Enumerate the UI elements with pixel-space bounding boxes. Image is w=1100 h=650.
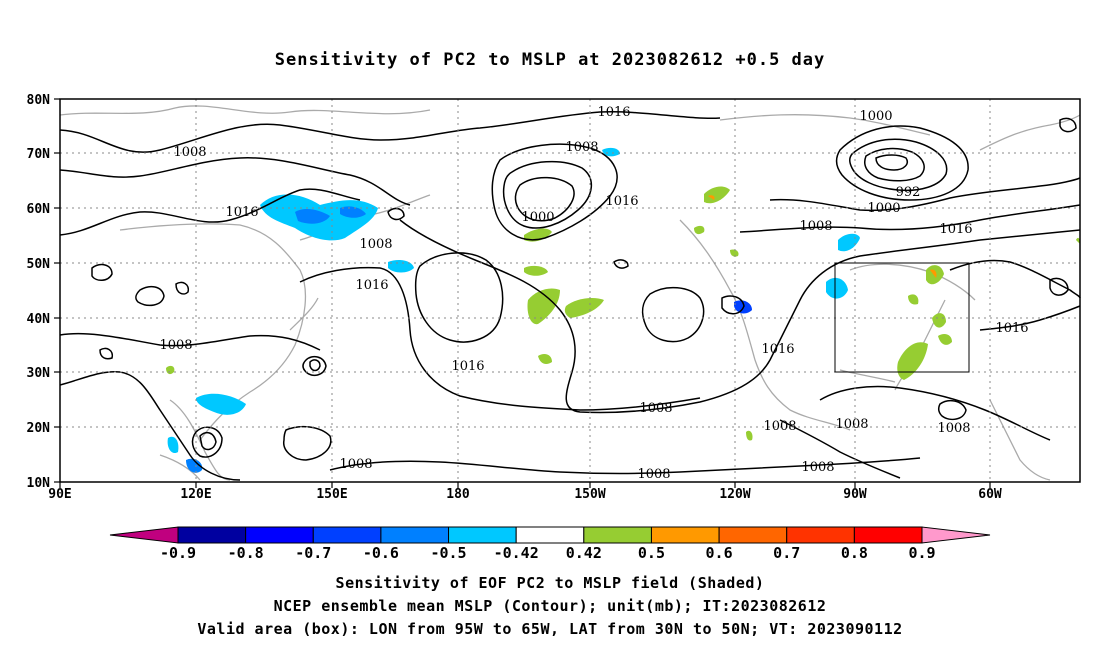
- colorbar-cell: [718, 526, 788, 544]
- chart-title: Sensitivity of PC2 to MSLP at 2023082612…: [274, 50, 826, 70]
- colorbar-tick-label: 0.9: [908, 544, 935, 562]
- caption-valid-area: Valid area (box): LON from 95W to 65W, L…: [197, 620, 903, 638]
- colorbar-low-end: [109, 526, 179, 544]
- contour-label: 1008: [565, 140, 598, 155]
- valid-area-box: [834, 262, 970, 373]
- colorbar-cell: [380, 526, 450, 544]
- lat-label: 20N: [27, 421, 51, 436]
- map-frame: [59, 98, 1081, 483]
- colorbar-cell: [448, 526, 517, 544]
- colorbar-cell: [583, 526, 652, 544]
- lon-label: 90W: [843, 487, 867, 502]
- lon-label: 90E: [48, 487, 71, 502]
- contour-label: 1008: [801, 460, 834, 475]
- shading-negative: [167, 147, 860, 473]
- colorbar-tick-label: 0.8: [841, 544, 868, 562]
- colorbar-tick-label: -0.9: [160, 544, 196, 562]
- lat-label: 80N: [27, 93, 51, 108]
- contour-labels: 1016 1000 1008 1008 1016 1000 992 1000 1…: [159, 105, 1028, 482]
- colorbar-tick-label: -0.6: [363, 544, 399, 562]
- contour-label: 1016: [995, 321, 1028, 336]
- contour-label: 1008: [835, 417, 868, 432]
- colorbar-tick-label: 0.7: [773, 544, 800, 562]
- mslp-contours: [59, 110, 1081, 481]
- colorbar-tick-label: -0.42: [494, 544, 539, 562]
- colorbar-tick-label: -0.8: [228, 544, 264, 562]
- contour-label: 1008: [637, 467, 670, 482]
- contour-label: 1016: [597, 105, 630, 120]
- lon-label: 120W: [719, 487, 750, 502]
- contour-label: 1008: [799, 219, 832, 234]
- contour-label: 1000: [521, 210, 554, 225]
- colorbar-tick-label: -0.5: [430, 544, 466, 562]
- contour-label: 1016: [451, 359, 484, 374]
- contour-label: 1008: [937, 421, 970, 436]
- lat-label: 70N: [27, 147, 51, 162]
- contour-label: 1016: [225, 205, 258, 220]
- contour-label: 1008: [159, 338, 192, 353]
- lon-label: 120E: [180, 487, 211, 502]
- contour-label: 1008: [763, 419, 796, 434]
- lat-label: 30N: [27, 366, 51, 381]
- lon-label: 150E: [316, 487, 347, 502]
- lon-label: 150W: [574, 487, 605, 502]
- contour-label: 1008: [639, 401, 672, 416]
- shading-positive: [166, 186, 1080, 441]
- colorbar-tick-label: 0.6: [706, 544, 733, 562]
- contour-label: 1016: [761, 342, 794, 357]
- lat-label: 50N: [27, 257, 51, 272]
- colorbar-tick-label: 0.5: [638, 544, 665, 562]
- colorbar-cell: [515, 526, 585, 544]
- lat-label: 10N: [27, 476, 51, 491]
- contour-label: 1000: [867, 201, 900, 216]
- contour-label: 992: [896, 185, 921, 200]
- contour-label: 1008: [173, 145, 206, 160]
- contour-label: 1016: [605, 194, 638, 209]
- lon-label: 180: [446, 487, 470, 502]
- lat-label: 40N: [27, 312, 51, 327]
- colorbar-cell: [853, 526, 923, 544]
- colorbar-tick-label: -0.7: [295, 544, 331, 562]
- contour-label: 1000: [859, 109, 892, 124]
- contour-label: 1008: [339, 457, 372, 472]
- contour-label: 1008: [359, 237, 392, 252]
- contour-label: 1016: [939, 222, 972, 237]
- colorbar-cell: [786, 526, 855, 544]
- colorbar-high-end: [921, 526, 991, 544]
- contour-label: 1016: [355, 278, 388, 293]
- axis-ticks: [54, 98, 991, 488]
- lon-label: 60W: [978, 487, 1002, 502]
- caption-shading: Sensitivity of EOF PC2 to MSLP field (Sh…: [335, 574, 765, 592]
- lat-label: 60N: [27, 202, 51, 217]
- colorbar-cell: [312, 526, 382, 544]
- colorbar-cell: [245, 526, 314, 544]
- grid-lines: [60, 99, 1080, 482]
- colorbar-cell: [177, 526, 247, 544]
- colorbar-cell: [650, 526, 720, 544]
- colorbar-tick-label: 0.42: [566, 544, 602, 562]
- caption-contour: NCEP ensemble mean MSLP (Contour); unit(…: [273, 597, 827, 615]
